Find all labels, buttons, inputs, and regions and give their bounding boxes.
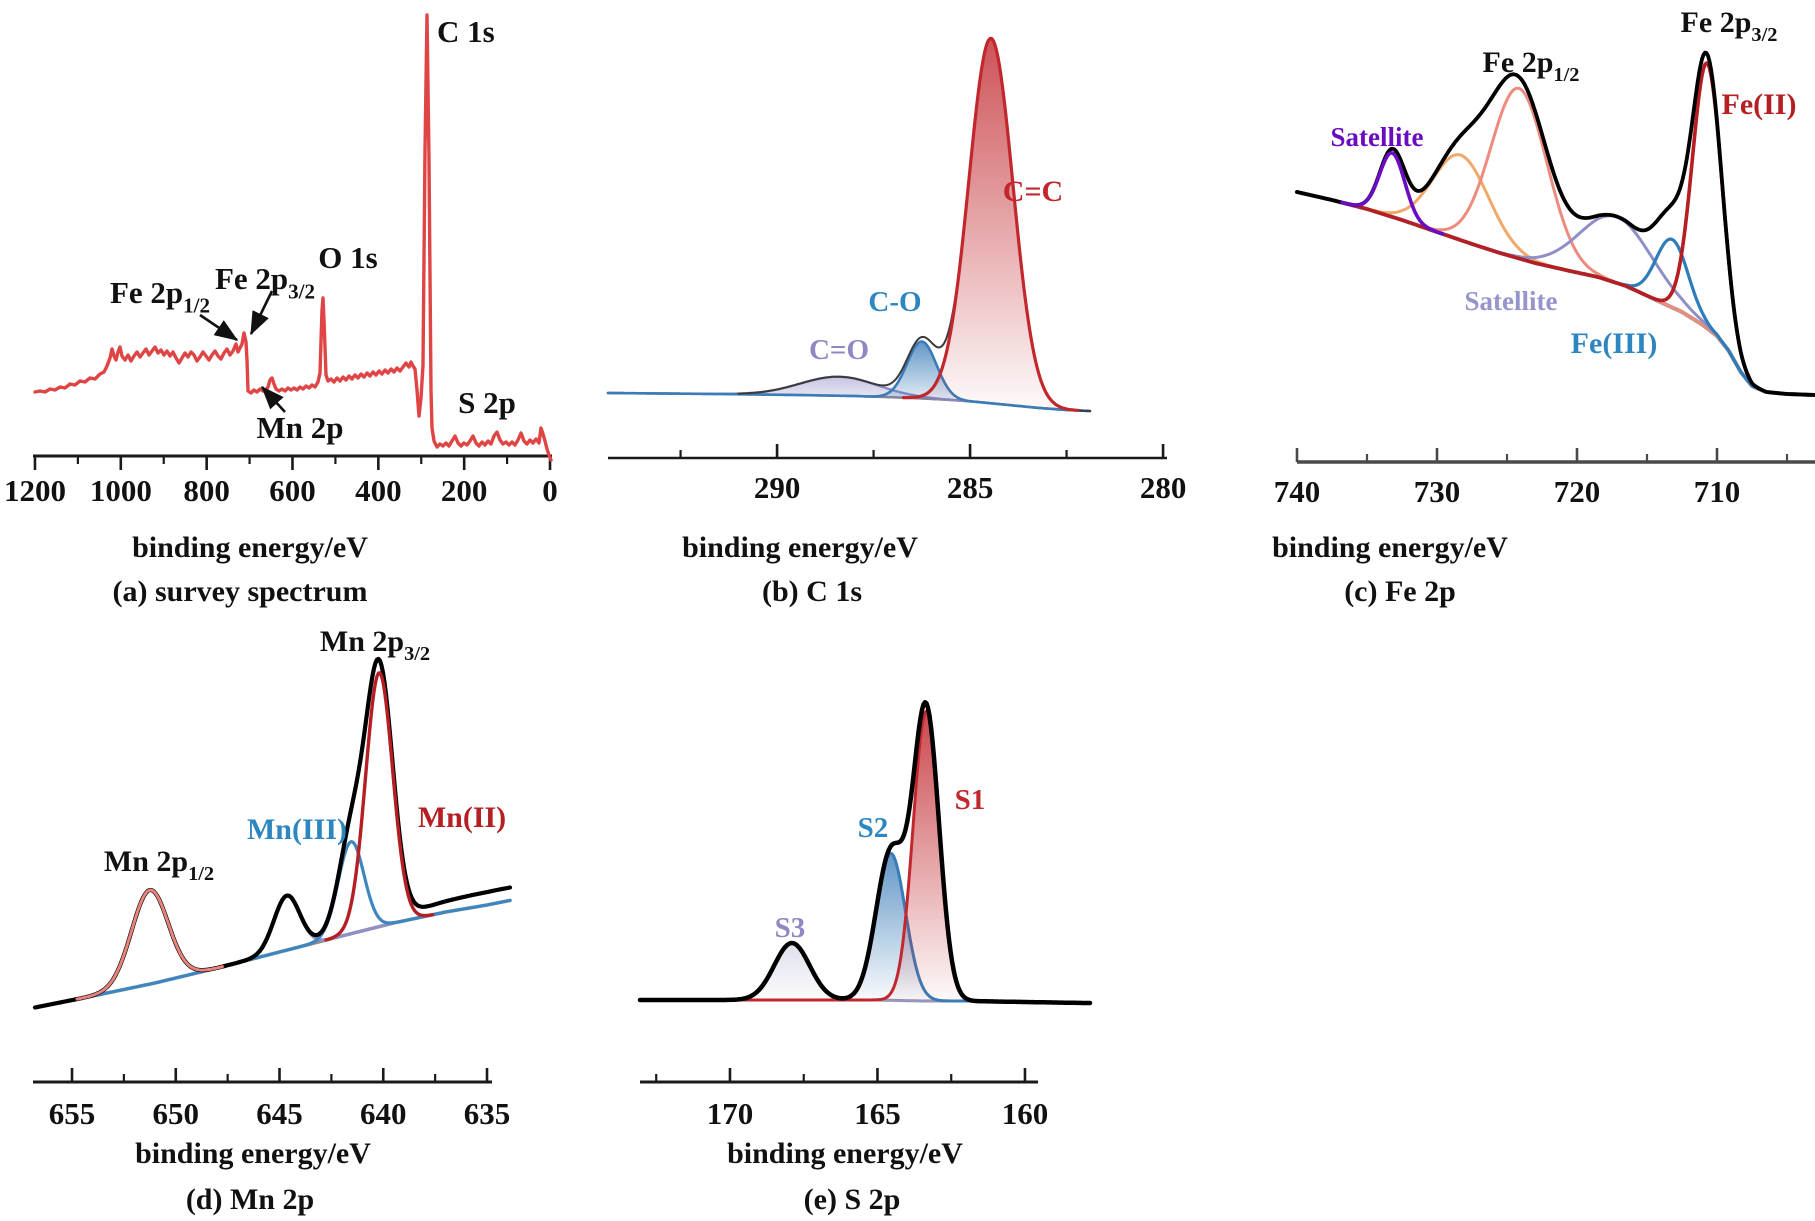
tick-label: 600 (269, 473, 316, 508)
annotation-label: binding energy/eV (682, 531, 918, 564)
annotation-arrow (261, 386, 286, 413)
tick-label: 0 (542, 473, 558, 508)
annotation-label: C 1s (437, 14, 495, 49)
annotation-label: binding energy/eV (135, 1137, 371, 1170)
annotation-label: Satellite (1331, 122, 1424, 152)
annotation-label: binding energy/eV (727, 1137, 963, 1170)
panel-e: 170 165 160 binding energy/eV (e) S 2p S3 S2 S1 (637, 699, 1093, 1216)
annotation-label: Mn 2p1/2 (104, 845, 214, 885)
annotation-label: binding energy/eV (1272, 531, 1508, 564)
tick-label: 720 (1554, 474, 1601, 509)
annotation-label: (e) S 2p (804, 1183, 901, 1216)
tick-label: 290 (754, 470, 801, 505)
annotation-label: S 2p (458, 385, 516, 420)
tick-label: 165 (854, 1096, 901, 1131)
annotation-arrow (199, 313, 239, 342)
annotation-label: S3 (775, 912, 806, 944)
tick-label: 730 (1414, 474, 1461, 509)
tick-label: 1200 (4, 473, 66, 508)
tick-label: 655 (49, 1096, 96, 1131)
annotation-label: (d) Mn 2p (186, 1183, 314, 1216)
annotation-label: S1 (955, 784, 986, 816)
annotation-label: Fe(III) (1571, 327, 1658, 360)
tick-label: 645 (256, 1096, 303, 1131)
tick-label: 710 (1694, 474, 1741, 509)
annotation-label: Fe 2p1/2 (1483, 46, 1580, 86)
annotation-label: Fe 2p3/2 (215, 261, 315, 303)
annotation-label: C=O (809, 334, 869, 366)
tick-label: 160 (1002, 1096, 1049, 1131)
panel-c: 740 730 720 710 binding energy/eV (c) Fe 2p Sa… (1272, 6, 1815, 608)
annotation-label: C-O (868, 286, 921, 318)
tick-label: 280 (1140, 470, 1187, 505)
tick-label: 635 (464, 1096, 511, 1131)
annotation-label: Fe 2p1/2 (110, 275, 210, 317)
tick-label: 650 (153, 1096, 200, 1131)
annotation-label: (a) survey spectrum (113, 575, 368, 608)
tick-label: 740 (1274, 474, 1321, 509)
annotation-label: binding energy/eV (132, 531, 368, 564)
tick-label: 200 (441, 473, 488, 508)
annotation-label: O 1s (318, 240, 377, 275)
panel-a: 1200 1000 800 600 400 200 0 binding energy/eV (a… (4, 13, 558, 608)
tick-label: 640 (360, 1096, 407, 1131)
annotation-label: Mn 2p3/2 (320, 625, 430, 665)
annotation-arrow (249, 290, 274, 336)
tick-label: 285 (947, 470, 994, 505)
annotation-label: Satellite (1465, 286, 1558, 316)
tick-label: 400 (355, 473, 402, 508)
annotation-label: C=C (1003, 175, 1063, 208)
annotation-label: Mn(II) (418, 801, 506, 834)
tick-label: 800 (183, 473, 230, 508)
annotation-label: Fe(II) (1722, 88, 1797, 121)
panel-b: 290 285 280 binding energy/eV (b) C 1s C=O C-O… (606, 36, 1187, 608)
annotation-label: Mn(III) (247, 813, 347, 846)
annotation-label: S2 (858, 812, 889, 844)
annotation-label: Fe 2p3/2 (1681, 6, 1778, 46)
tick-label: 1000 (90, 473, 152, 508)
annotation-label: Mn 2p (257, 410, 344, 445)
annotation-label: (b) C 1s (762, 575, 862, 608)
tick-label: 170 (707, 1096, 754, 1131)
panel-d: 655 650 645 640 635 binding energy/eV (d) Mn 2… (32, 625, 513, 1216)
annotation-label: (c) Fe 2p (1344, 575, 1456, 608)
